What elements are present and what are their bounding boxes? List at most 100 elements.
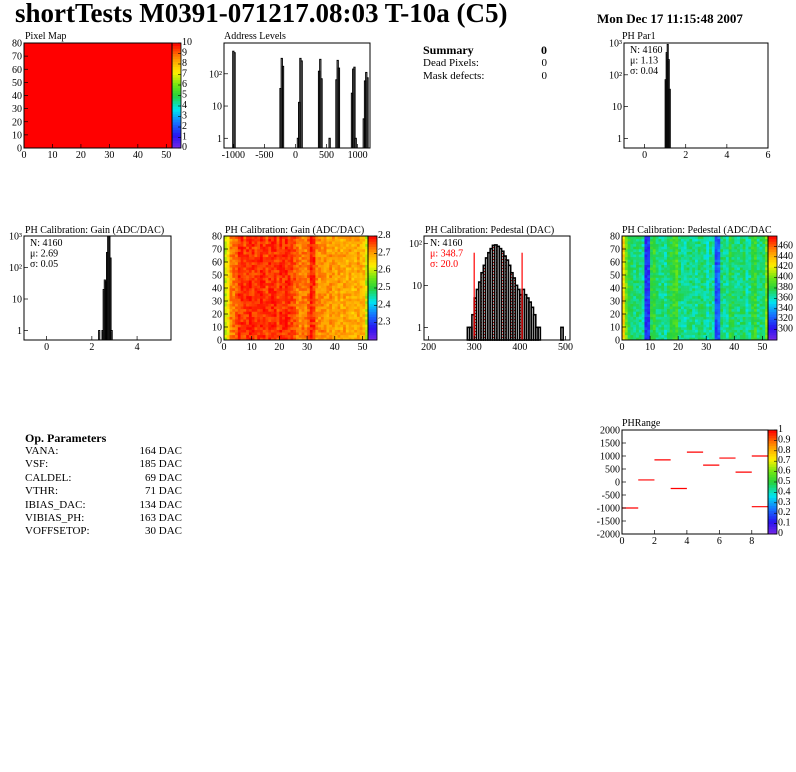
heatmap-cell bbox=[304, 246, 308, 250]
heatmap-cell bbox=[624, 272, 628, 276]
heatmap-cell bbox=[315, 301, 319, 304]
heatmap-cell bbox=[307, 327, 311, 330]
heatmap-cell bbox=[756, 295, 760, 299]
heatmap-cell bbox=[290, 236, 294, 239]
heatmap-cell bbox=[232, 298, 236, 302]
heatmap-cell bbox=[675, 316, 679, 320]
heatmap-cell bbox=[711, 254, 715, 258]
heatmap-cell bbox=[332, 249, 336, 252]
heatmap-cell bbox=[731, 241, 735, 245]
heatmap-cell bbox=[689, 337, 693, 341]
histogram-bin bbox=[668, 88, 671, 149]
heatmap-cell bbox=[661, 262, 665, 265]
heatmap-cell bbox=[765, 314, 769, 317]
heatmap-cell bbox=[737, 249, 741, 252]
heatmap-cell bbox=[697, 337, 701, 341]
heatmap-cell bbox=[742, 251, 746, 255]
heatmap-cell bbox=[334, 246, 338, 250]
heatmap-cell bbox=[666, 243, 671, 247]
heatmap-cell bbox=[304, 249, 308, 252]
heatmap-cell bbox=[235, 285, 239, 289]
heatmap-cell bbox=[686, 243, 690, 247]
heatmap-cell bbox=[307, 290, 311, 294]
heatmap-cell bbox=[362, 293, 366, 297]
heatmap-cell bbox=[697, 332, 701, 336]
chart-title: PHRange bbox=[622, 418, 661, 429]
heatmap-cell bbox=[273, 290, 277, 294]
heatmap-cell bbox=[622, 298, 626, 302]
op-parameter-value: 134 DAC bbox=[139, 498, 182, 511]
heatmap-cell bbox=[753, 262, 758, 265]
heatmap-cell bbox=[661, 327, 665, 330]
heatmap-cell bbox=[315, 275, 319, 278]
heatmap-cell bbox=[664, 321, 668, 325]
heatmap-cell bbox=[268, 306, 272, 310]
heatmap-cell bbox=[622, 272, 626, 276]
heatmap-cell bbox=[711, 324, 715, 328]
heatmap-cell bbox=[365, 267, 369, 271]
heatmap-cell bbox=[748, 314, 752, 317]
heatmap-cell bbox=[343, 285, 347, 289]
heatmap-cell bbox=[362, 249, 366, 252]
palette-swatch bbox=[768, 272, 777, 276]
heatmap-cell bbox=[284, 308, 288, 312]
heatmap-cell bbox=[627, 308, 631, 312]
heatmap-cell bbox=[703, 275, 707, 278]
heatmap-cell bbox=[655, 246, 659, 250]
heatmap-cell bbox=[650, 238, 654, 242]
heatmap-cell bbox=[711, 259, 715, 263]
heatmap-cell bbox=[301, 295, 305, 299]
heatmap-cell bbox=[307, 251, 311, 255]
heatmap-cell bbox=[686, 308, 690, 312]
heatmap-cell bbox=[235, 246, 239, 250]
heatmap-cell bbox=[284, 277, 288, 281]
heatmap-cell bbox=[734, 327, 738, 330]
heatmap-cell bbox=[293, 243, 297, 247]
heatmap-cell bbox=[636, 254, 640, 258]
heatmap-cell bbox=[675, 277, 679, 281]
heatmap-cell bbox=[641, 267, 645, 271]
heatmap-cell bbox=[717, 272, 721, 276]
heatmap-cell bbox=[739, 319, 744, 323]
heatmap-cell bbox=[748, 262, 752, 265]
heatmap-cell bbox=[644, 249, 648, 252]
heatmap-cell bbox=[734, 246, 738, 250]
heatmap-cell bbox=[276, 308, 280, 312]
heatmap-cell bbox=[714, 324, 718, 328]
heatmap-cell bbox=[260, 314, 264, 317]
heatmap-cell bbox=[248, 295, 252, 299]
heatmap-cell bbox=[650, 267, 654, 271]
heatmap-cell bbox=[304, 295, 308, 299]
heatmap-cell bbox=[678, 238, 682, 242]
heatmap-cell bbox=[323, 301, 327, 304]
heatmap-cell bbox=[362, 251, 366, 255]
heatmap-cell bbox=[320, 314, 324, 317]
heatmap-cell bbox=[748, 285, 752, 289]
heatmap-cell bbox=[717, 311, 721, 315]
palette-swatch bbox=[172, 113, 181, 117]
heatmap-cell bbox=[271, 306, 275, 310]
heatmap-cell bbox=[630, 259, 634, 263]
heatmap-cell bbox=[689, 316, 693, 320]
heatmap-cell bbox=[627, 293, 631, 297]
heatmap-cell bbox=[262, 295, 266, 299]
heatmap-cell bbox=[762, 272, 766, 276]
heatmap-cell bbox=[301, 241, 305, 245]
heatmap-cell bbox=[734, 324, 738, 328]
heatmap-cell bbox=[246, 321, 250, 325]
heatmap-cell bbox=[235, 293, 239, 297]
heatmap-cell bbox=[706, 314, 710, 317]
heatmap-cell bbox=[672, 272, 676, 276]
heatmap-cell bbox=[298, 293, 302, 297]
heatmap-cell bbox=[329, 298, 333, 302]
heatmap-cell bbox=[717, 277, 721, 281]
heatmap-cell bbox=[720, 282, 724, 286]
op-parameter-row: VANA: 164 DAC bbox=[25, 445, 182, 458]
heatmap-cell bbox=[706, 332, 710, 336]
heatmap-cell bbox=[680, 264, 685, 268]
heatmap-cell bbox=[293, 256, 297, 260]
heatmap-cell bbox=[753, 308, 758, 312]
heatmap-cell bbox=[248, 324, 252, 328]
heatmap-cell bbox=[326, 308, 330, 312]
heatmap-cell bbox=[652, 238, 656, 242]
